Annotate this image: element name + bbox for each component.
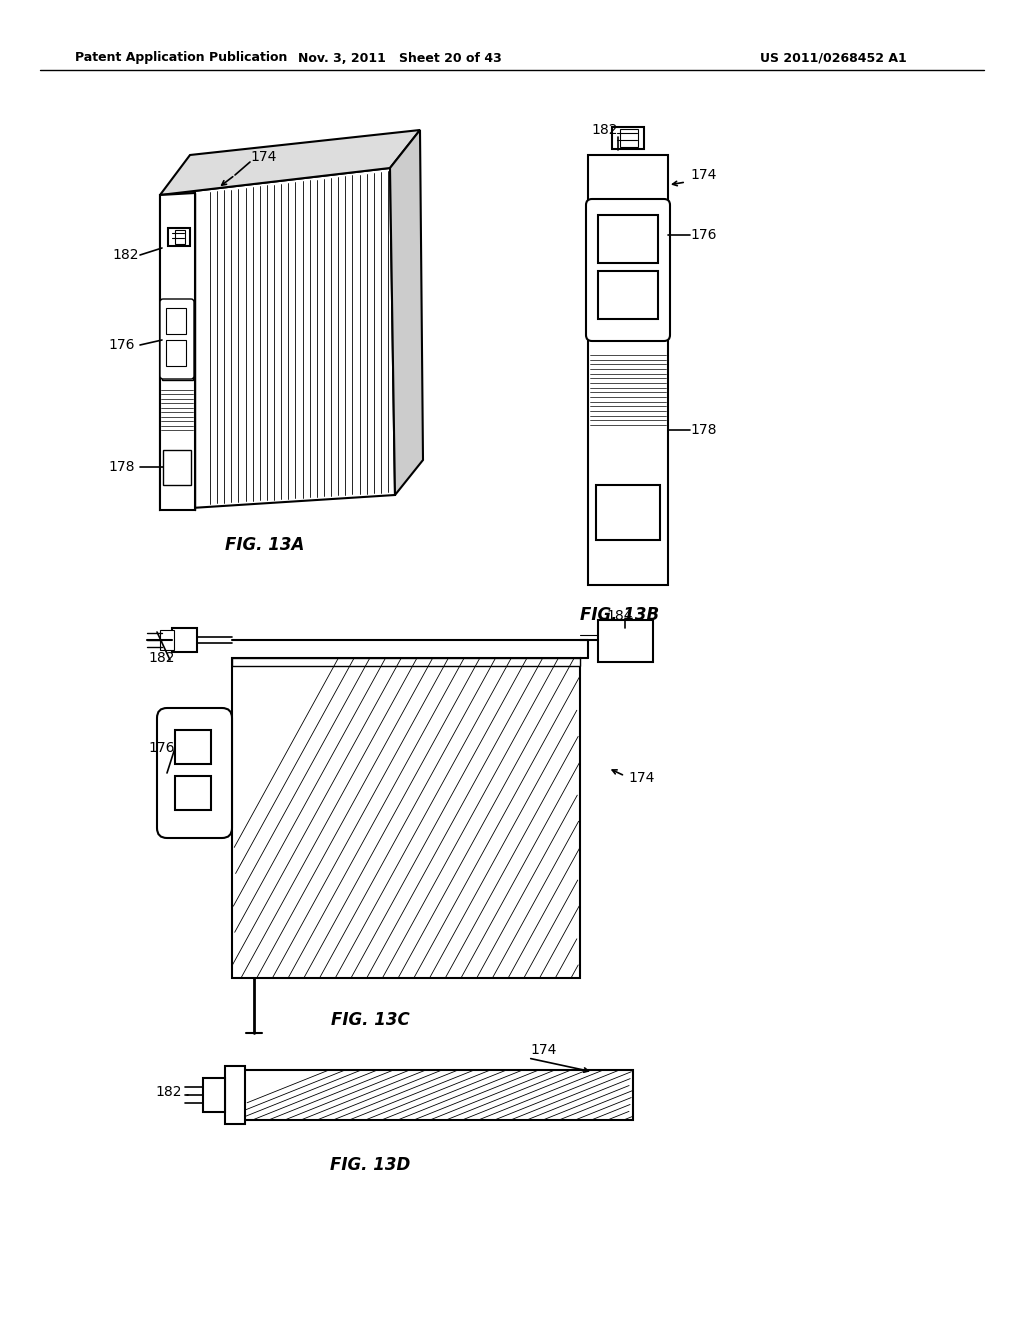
Polygon shape: [160, 168, 395, 510]
Bar: [166, 341, 186, 366]
Text: 174: 174: [530, 1043, 556, 1057]
Text: Patent Application Publication: Patent Application Publication: [75, 51, 288, 65]
Bar: [172, 628, 197, 652]
Bar: [243, 1071, 633, 1119]
Bar: [203, 1078, 225, 1111]
Text: FIG. 13A: FIG. 13A: [225, 536, 305, 554]
Bar: [588, 154, 668, 585]
Text: 182: 182: [112, 248, 138, 261]
Polygon shape: [162, 300, 193, 380]
Bar: [232, 657, 580, 978]
Text: FIG. 13C: FIG. 13C: [331, 1011, 410, 1030]
Text: 182: 182: [148, 651, 174, 665]
FancyBboxPatch shape: [160, 300, 194, 379]
Text: FIG. 13D: FIG. 13D: [330, 1156, 411, 1173]
Bar: [232, 657, 580, 667]
Text: 176: 176: [148, 741, 174, 755]
Bar: [225, 1067, 245, 1125]
Polygon shape: [160, 193, 195, 510]
Polygon shape: [160, 129, 420, 195]
Bar: [175, 776, 211, 810]
Bar: [175, 230, 185, 244]
Text: Nov. 3, 2011   Sheet 20 of 43: Nov. 3, 2011 Sheet 20 of 43: [298, 51, 502, 65]
Text: 182: 182: [592, 123, 618, 137]
Text: 174: 174: [690, 168, 717, 182]
Bar: [620, 129, 638, 147]
Bar: [598, 620, 653, 663]
Bar: [168, 228, 190, 246]
Text: 176: 176: [690, 228, 717, 242]
Bar: [160, 630, 174, 649]
Bar: [598, 271, 658, 319]
Bar: [163, 450, 191, 484]
Bar: [596, 484, 660, 540]
Text: FIG. 13B: FIG. 13B: [581, 606, 659, 624]
Bar: [598, 215, 658, 263]
Polygon shape: [390, 129, 423, 495]
Text: 182: 182: [155, 1085, 181, 1100]
Text: 174: 174: [250, 150, 276, 164]
Bar: [166, 308, 186, 334]
Text: 178: 178: [690, 422, 717, 437]
Text: US 2011/0268452 A1: US 2011/0268452 A1: [760, 51, 906, 65]
Bar: [175, 730, 211, 764]
Text: 176: 176: [108, 338, 134, 352]
Text: 184: 184: [606, 609, 633, 623]
FancyBboxPatch shape: [157, 708, 232, 838]
Text: 174: 174: [628, 771, 654, 785]
FancyBboxPatch shape: [586, 199, 670, 341]
Text: 178: 178: [108, 459, 134, 474]
Bar: [612, 127, 644, 149]
